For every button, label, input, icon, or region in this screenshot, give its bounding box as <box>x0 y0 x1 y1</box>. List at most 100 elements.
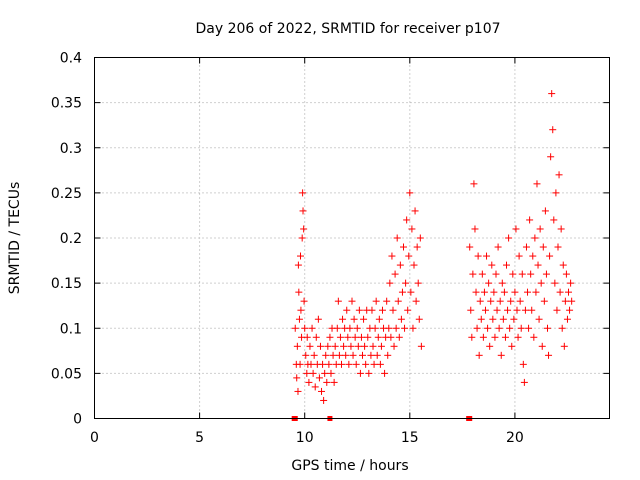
data-point <box>398 288 406 296</box>
data-point <box>529 252 537 260</box>
data-point <box>545 351 553 359</box>
data-point <box>297 252 304 260</box>
data-point <box>294 261 302 269</box>
data-point <box>300 297 308 305</box>
data-point <box>322 351 330 359</box>
data-point <box>350 315 358 323</box>
data-point <box>364 333 372 341</box>
data-point <box>500 288 508 296</box>
data-point <box>309 369 317 377</box>
data-point <box>342 351 350 359</box>
data-point <box>473 324 481 332</box>
data-point <box>394 297 402 305</box>
data-point <box>296 360 304 368</box>
data-point <box>537 279 545 287</box>
data-point <box>383 297 391 305</box>
data-point <box>477 315 485 323</box>
x-tick-label: 15 <box>401 430 419 446</box>
data-point <box>506 324 514 332</box>
data-point <box>521 306 529 314</box>
data-point <box>513 306 521 314</box>
data-point <box>343 306 351 314</box>
data-point <box>377 342 385 350</box>
data-point <box>472 288 480 296</box>
data-point <box>403 216 411 224</box>
y-tick-label: 0.35 <box>51 96 82 112</box>
data-point <box>352 360 360 368</box>
data-point <box>409 324 417 332</box>
data-point <box>514 333 522 341</box>
data-point <box>501 333 509 341</box>
data-point <box>381 369 389 377</box>
data-point <box>325 360 333 368</box>
data-point <box>494 243 502 251</box>
data-point <box>528 306 536 314</box>
x-tick-label: 20 <box>506 430 524 446</box>
data-point <box>340 342 348 350</box>
data-point <box>566 306 574 314</box>
y-tick-label: 0.25 <box>51 186 82 202</box>
data-point <box>295 315 303 323</box>
data-point <box>522 243 530 251</box>
data-point <box>404 306 412 314</box>
data-point <box>318 387 326 395</box>
data-point <box>346 324 354 332</box>
data-point <box>563 315 571 323</box>
data-point <box>365 369 373 377</box>
data-point <box>344 333 352 341</box>
data-point <box>392 324 400 332</box>
data-point <box>509 270 517 278</box>
data-point <box>330 378 338 386</box>
data-point <box>294 387 302 395</box>
data-point <box>312 333 320 341</box>
data-point <box>524 288 532 296</box>
data-point <box>374 333 382 341</box>
data-point <box>371 324 379 332</box>
data-point <box>489 315 497 323</box>
data-point <box>556 288 564 296</box>
data-point <box>293 342 301 350</box>
y-tick-label: 0.3 <box>60 141 82 157</box>
data-point <box>348 297 356 305</box>
data-point <box>474 252 482 260</box>
data-point <box>486 342 494 350</box>
data-point <box>518 270 526 278</box>
data-point <box>390 342 398 350</box>
data-point <box>397 315 405 323</box>
data-point <box>467 306 475 314</box>
data-point <box>402 279 410 287</box>
data-point <box>349 351 357 359</box>
data-point <box>356 369 364 377</box>
data-point <box>555 171 563 179</box>
data-point <box>347 342 355 350</box>
data-point <box>533 180 541 188</box>
x-tick-label: 10 <box>296 430 314 446</box>
data-point <box>543 324 551 332</box>
data-point <box>468 333 476 341</box>
data-point <box>551 279 559 287</box>
data-point <box>305 378 313 386</box>
data-point <box>372 297 380 305</box>
data-point <box>485 279 493 287</box>
y-tick-label: 0 <box>73 412 82 428</box>
data-point <box>515 252 523 260</box>
data-point <box>385 324 393 332</box>
y-axis-label: SRMTID / TECUs <box>7 182 23 295</box>
data-point <box>504 306 512 314</box>
data-point <box>559 261 567 269</box>
data-point <box>568 297 576 305</box>
data-point <box>319 360 327 368</box>
data-point <box>416 234 424 242</box>
data-point <box>315 374 323 382</box>
data-point <box>550 216 558 224</box>
data-point <box>507 297 515 305</box>
data-point <box>388 252 396 260</box>
data-point <box>316 342 324 350</box>
data-point <box>308 324 316 332</box>
data-point <box>355 306 363 314</box>
data-point <box>291 324 299 332</box>
data-point <box>320 396 328 404</box>
data-point <box>481 306 489 314</box>
data-point <box>542 270 550 278</box>
data-point <box>360 315 368 323</box>
